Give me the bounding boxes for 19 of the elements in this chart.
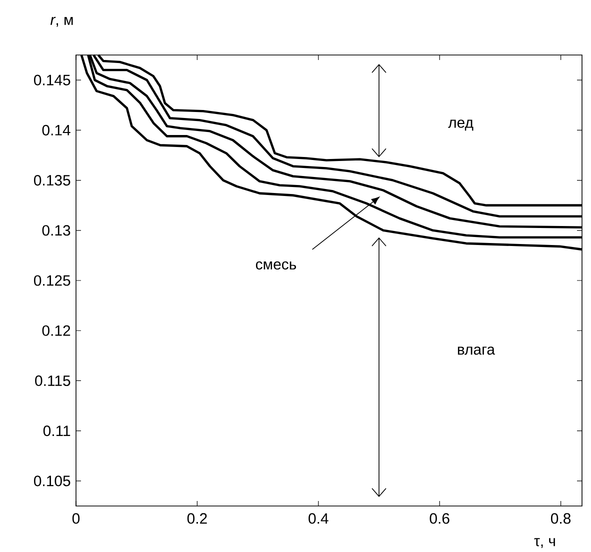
- annotation: лед: [448, 120, 474, 131]
- x-tick-label: 0: [72, 513, 80, 524]
- y-tick-label: 0.12: [42, 325, 70, 336]
- y-tick-label: 0.11: [43, 426, 70, 436]
- y-tick-label: 0.105: [34, 476, 70, 486]
- x-axis-title: τ, ч: [534, 538, 555, 548]
- annotation: смесь: [256, 261, 296, 270]
- y-tick-label: 0.14: [42, 124, 70, 136]
- y-axis-title: r, м: [50, 16, 73, 27]
- x-tick-label: 0.2: [187, 513, 207, 524]
- y-tick-label: 0.115: [35, 375, 70, 386]
- x-tick-label: 0.6: [430, 513, 450, 524]
- y-tick-label: 0.13: [42, 225, 70, 236]
- x-tick-label: 0.4: [308, 513, 328, 524]
- annotation: влага: [458, 346, 495, 355]
- y-tick-label: 0.135: [34, 174, 70, 186]
- y-tick-label: 0.125: [34, 275, 70, 286]
- x-tick-label: 0.8: [550, 513, 571, 524]
- y-tick-label: 0.145: [34, 74, 70, 86]
